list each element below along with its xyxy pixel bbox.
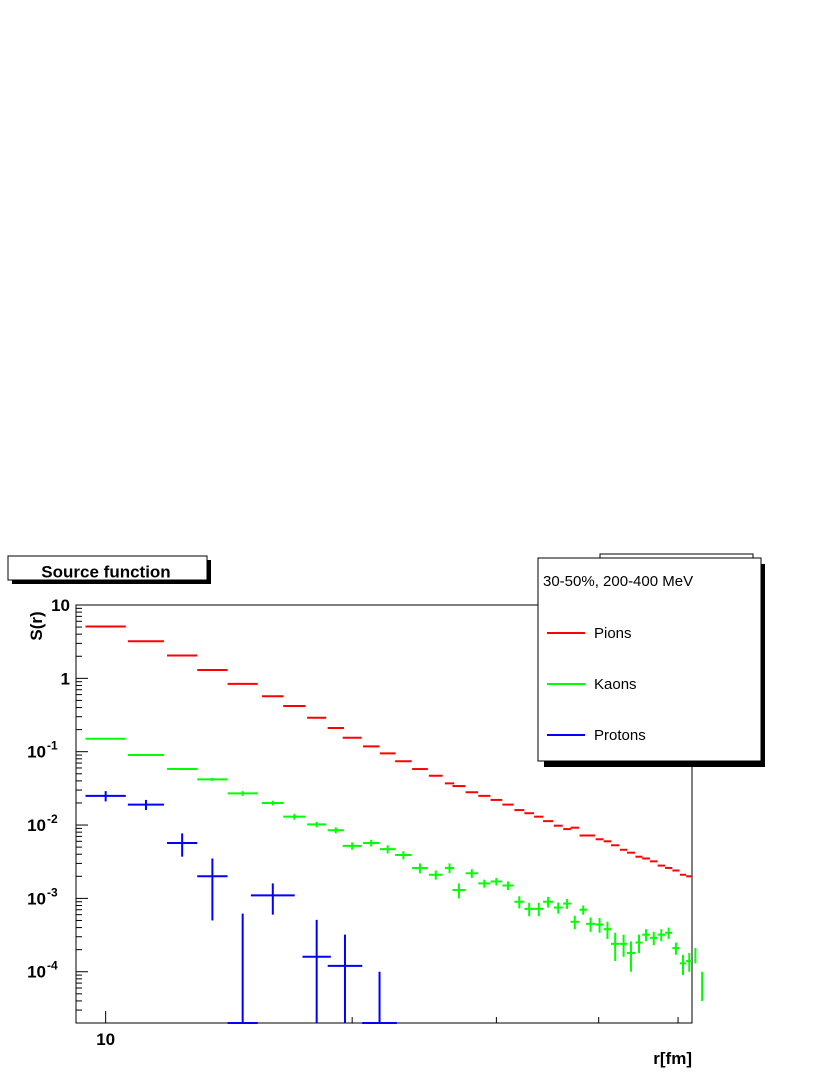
data-point bbox=[650, 931, 658, 946]
y-tick-exponent: -3 bbox=[47, 885, 58, 899]
data-point bbox=[586, 917, 596, 932]
data-point bbox=[379, 845, 396, 854]
y-tick-label: 10 bbox=[27, 816, 46, 835]
data-point bbox=[524, 902, 534, 917]
x-tick-label: 10 bbox=[96, 1030, 115, 1049]
data-point bbox=[85, 737, 126, 740]
data-point bbox=[283, 813, 306, 820]
data-point bbox=[570, 915, 580, 930]
data-point bbox=[553, 902, 563, 914]
data-point bbox=[665, 927, 673, 939]
data-point bbox=[428, 870, 443, 880]
series-kaons bbox=[85, 737, 704, 1001]
data-point bbox=[362, 839, 380, 847]
data-point bbox=[478, 879, 491, 888]
legend-label-pions: Pions bbox=[594, 625, 632, 642]
data-point bbox=[679, 954, 687, 976]
data-point bbox=[302, 919, 331, 1023]
data-point bbox=[127, 754, 165, 757]
data-point bbox=[127, 799, 165, 811]
chart-title: Source function bbox=[41, 562, 170, 581]
y-tick-exponent: -4 bbox=[47, 959, 58, 973]
title-box: Source function bbox=[7, 555, 211, 584]
data-point bbox=[444, 863, 455, 874]
y-tick-label: 10 bbox=[51, 596, 70, 615]
data-point bbox=[307, 821, 327, 828]
y-axis-label: S(r) bbox=[27, 611, 46, 640]
data-point bbox=[395, 851, 412, 860]
legend-header: 30-50%, 200-400 MeV bbox=[543, 573, 693, 590]
data-point bbox=[701, 971, 704, 1001]
data-point bbox=[502, 881, 514, 891]
data-point bbox=[595, 918, 604, 933]
legend-label-protons: Protons bbox=[594, 727, 646, 744]
legend: 30-50%, 200-400 MeV Pions Kaons Protons bbox=[537, 553, 765, 767]
x-axis-label: r[fm] bbox=[653, 1049, 692, 1068]
data-point bbox=[452, 883, 466, 899]
data-point bbox=[250, 883, 295, 915]
data-point bbox=[412, 863, 428, 874]
y-tick-label: 1 bbox=[61, 669, 70, 688]
data-point bbox=[672, 942, 680, 955]
series-pions bbox=[85, 625, 692, 878]
data-point bbox=[514, 896, 525, 909]
data-point bbox=[227, 913, 258, 1024]
data-point bbox=[197, 858, 228, 921]
data-series bbox=[85, 625, 704, 1024]
data-point bbox=[197, 777, 228, 781]
data-point bbox=[635, 934, 643, 954]
data-point bbox=[543, 896, 554, 908]
data-point bbox=[167, 767, 198, 771]
y-tick-exponent: -2 bbox=[47, 812, 58, 826]
data-point bbox=[611, 932, 620, 962]
data-point bbox=[362, 971, 397, 1024]
data-point bbox=[342, 842, 362, 850]
data-point bbox=[85, 791, 126, 802]
data-point bbox=[327, 934, 363, 1023]
data-point bbox=[686, 953, 692, 972]
data-point bbox=[563, 899, 571, 909]
data-point bbox=[167, 833, 198, 857]
data-point bbox=[534, 902, 544, 917]
data-point bbox=[465, 869, 479, 878]
data-point bbox=[262, 800, 284, 806]
data-point bbox=[603, 921, 612, 939]
series-protons bbox=[85, 791, 397, 1024]
y-tick-label: 10 bbox=[27, 889, 46, 908]
data-point bbox=[626, 941, 635, 972]
data-point bbox=[657, 929, 665, 942]
data-point bbox=[642, 929, 650, 942]
y-tick-label: 10 bbox=[27, 743, 46, 762]
data-point bbox=[490, 877, 503, 886]
legend-label-kaons: Kaons bbox=[594, 676, 637, 693]
y-tick-label: 10 bbox=[27, 963, 46, 982]
data-point bbox=[619, 934, 628, 957]
data-point bbox=[694, 948, 697, 964]
y-tick-exponent: -1 bbox=[47, 739, 58, 753]
data-point bbox=[227, 791, 258, 796]
data-point bbox=[327, 827, 344, 834]
data-point bbox=[579, 905, 587, 915]
